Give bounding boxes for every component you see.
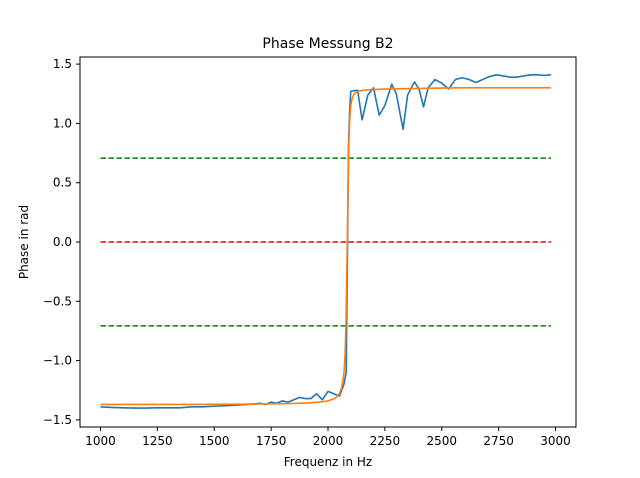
y-tick-label: 1.0 [53, 116, 72, 130]
x-axis-label: Frequenz in Hz [284, 455, 372, 469]
y-axis: −1.5 −1.0 −0.5 0.0 0.5 1.0 1.5 [43, 57, 80, 427]
x-tick-label: 1750 [256, 434, 287, 448]
series-line-1 [100, 87, 551, 406]
y-tick-label: 1.5 [53, 57, 72, 71]
plot-area [100, 73, 552, 409]
y-tick-label: 0.0 [53, 235, 72, 249]
y-axis-label: Phase in rad [17, 205, 31, 279]
x-tick-label: 2250 [370, 434, 401, 448]
x-axis: 1000 1250 1500 1750 2000 2250 2500 2750 3000 [85, 427, 571, 448]
chart-title: Phase Messung B2 [262, 36, 393, 52]
x-tick-label: 2500 [426, 434, 457, 448]
series-line-0 [100, 73, 552, 409]
y-tick-label: −0.5 [43, 294, 72, 308]
y-tick-label: −1.0 [43, 354, 72, 368]
x-tick-label: 2750 [483, 434, 514, 448]
x-tick-label: 1500 [199, 434, 230, 448]
x-tick-label: 1250 [142, 434, 173, 448]
x-tick-label: 2000 [313, 434, 344, 448]
y-tick-label: −1.5 [43, 413, 72, 427]
x-tick-label: 3000 [540, 434, 571, 448]
x-tick-label: 1000 [85, 434, 116, 448]
y-tick-label: 0.5 [53, 176, 72, 190]
